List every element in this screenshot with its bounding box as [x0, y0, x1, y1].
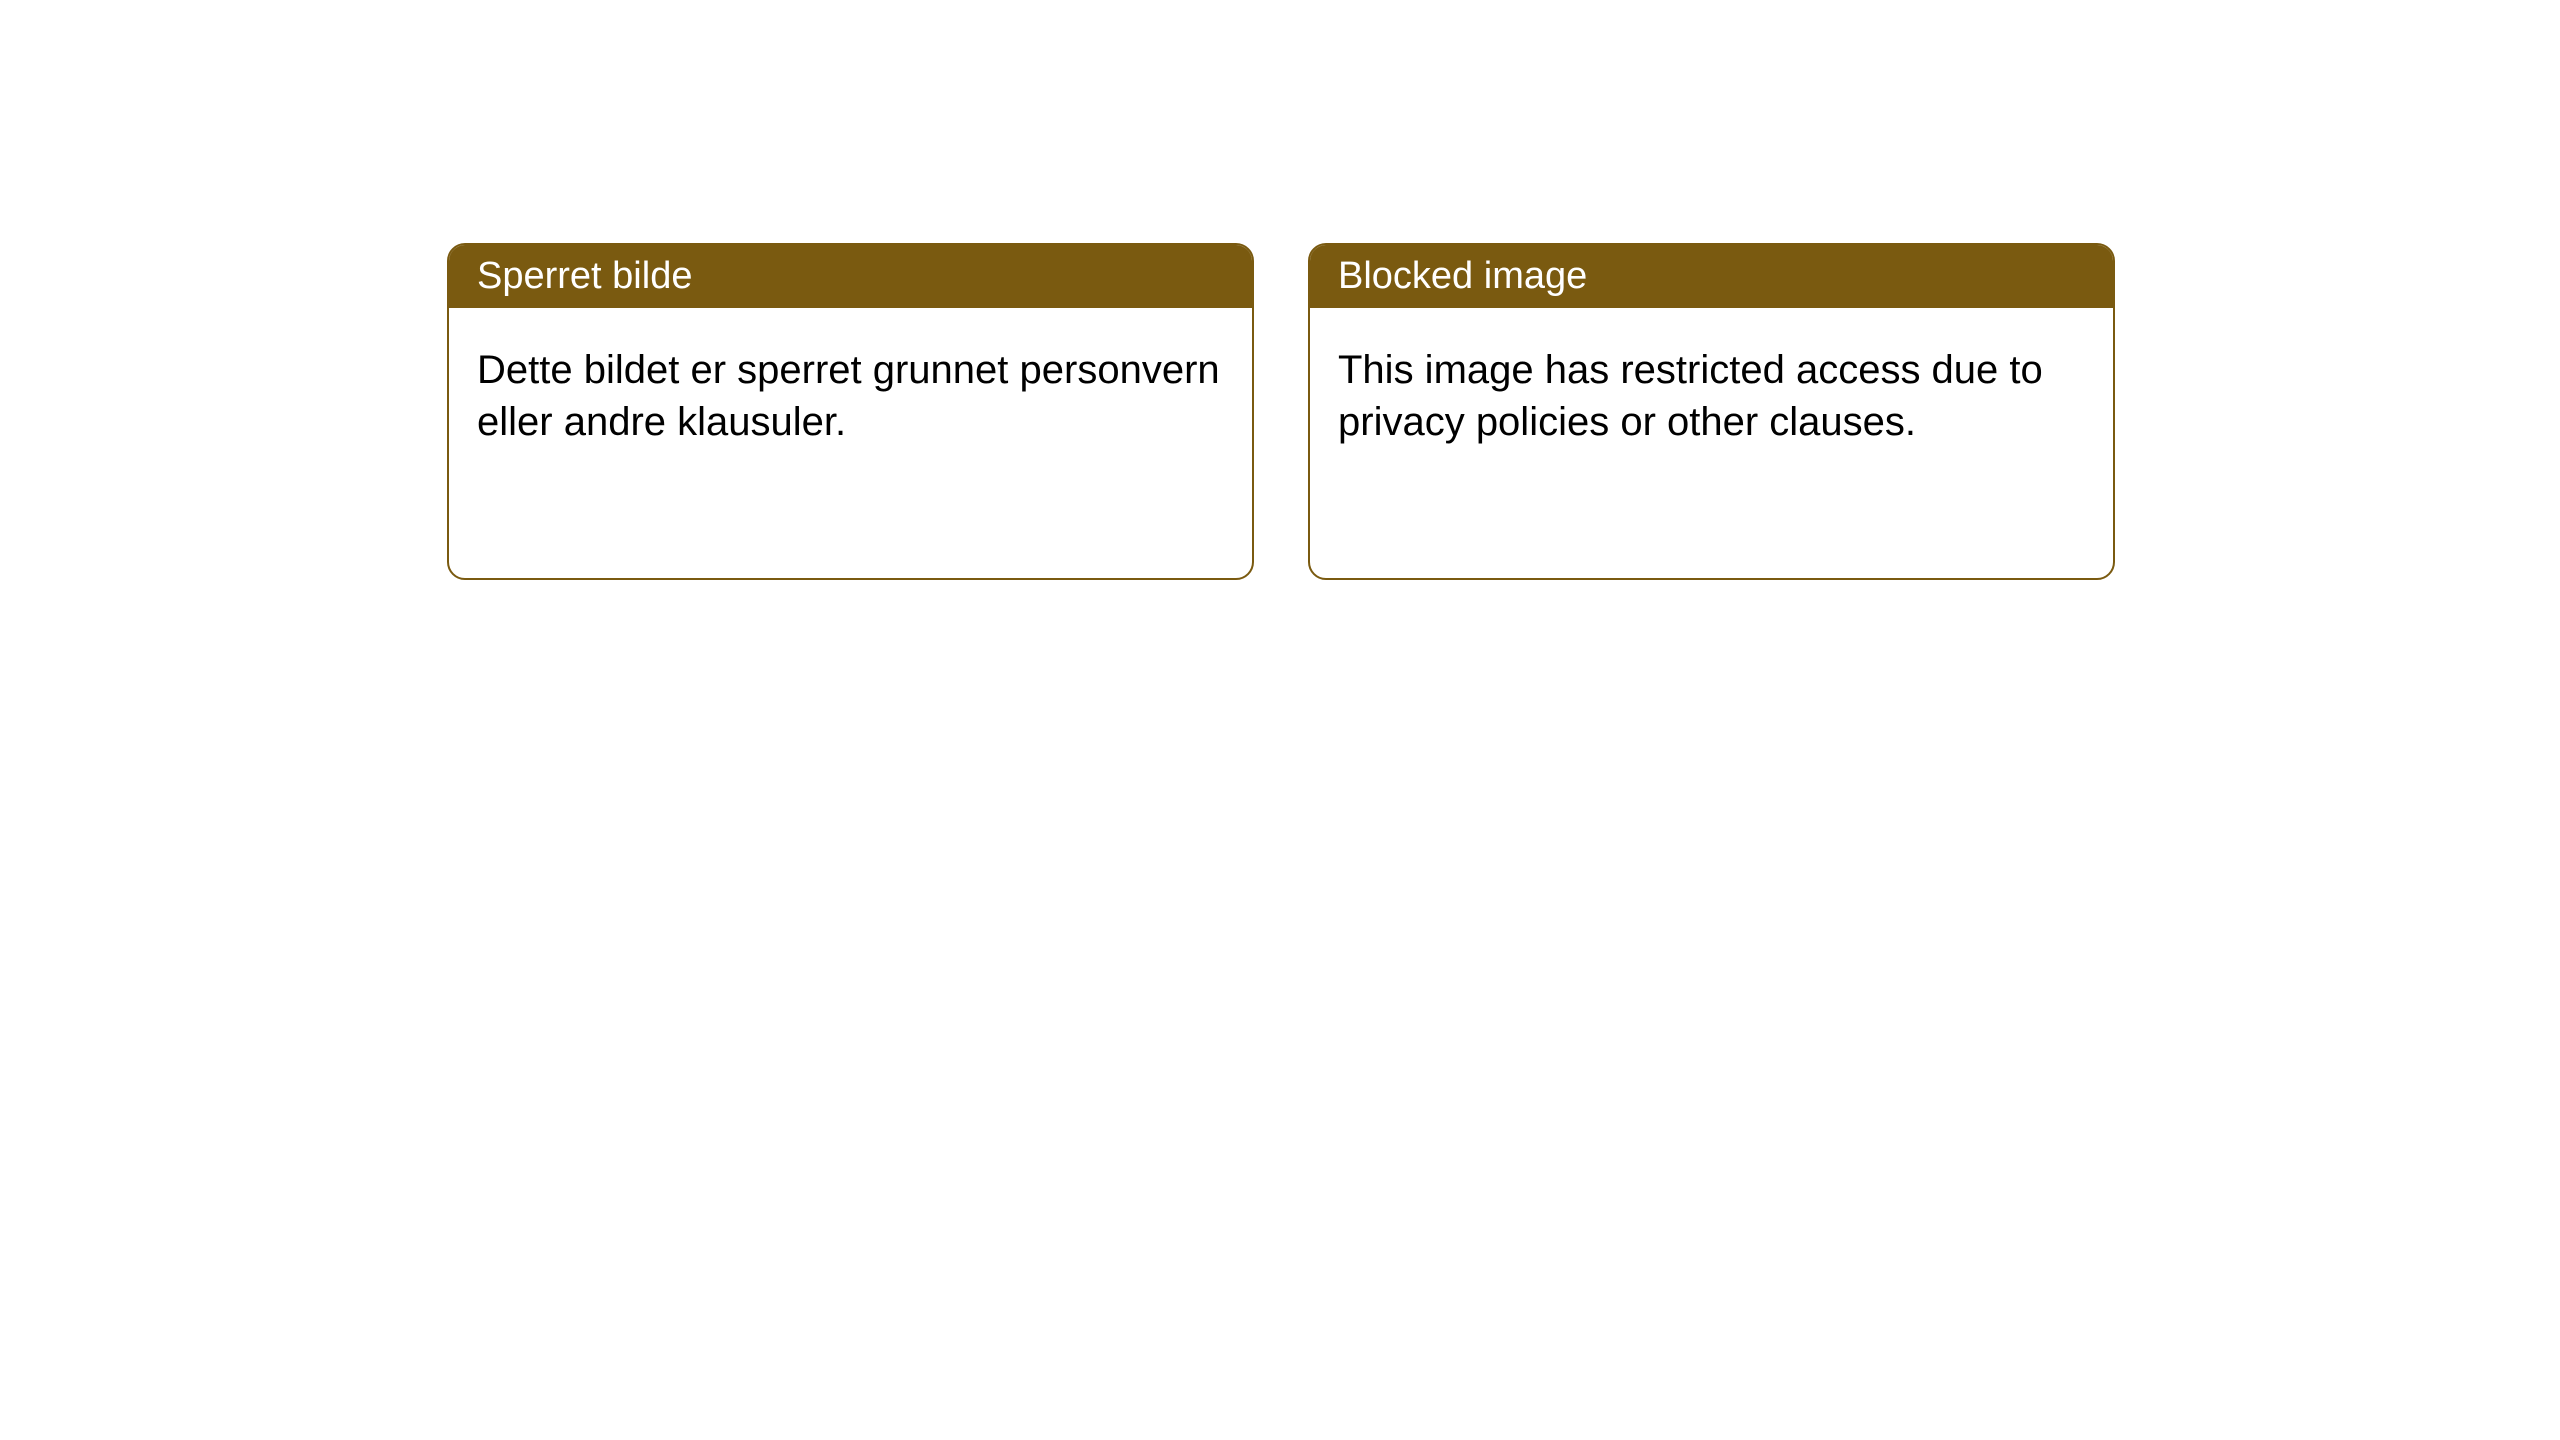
card-message: This image has restricted access due to …	[1338, 348, 2043, 444]
notice-card-norwegian: Sperret bilde Dette bildet er sperret gr…	[447, 243, 1254, 580]
card-body: This image has restricted access due to …	[1310, 308, 2113, 484]
card-title: Blocked image	[1338, 255, 1587, 297]
card-body: Dette bildet er sperret grunnet personve…	[449, 308, 1252, 484]
card-title: Sperret bilde	[477, 255, 692, 297]
notice-card-english: Blocked image This image has restricted …	[1308, 243, 2115, 580]
card-header: Blocked image	[1310, 245, 2113, 308]
card-header: Sperret bilde	[449, 245, 1252, 308]
notice-container: Sperret bilde Dette bildet er sperret gr…	[0, 0, 2560, 580]
card-message: Dette bildet er sperret grunnet personve…	[477, 348, 1220, 444]
